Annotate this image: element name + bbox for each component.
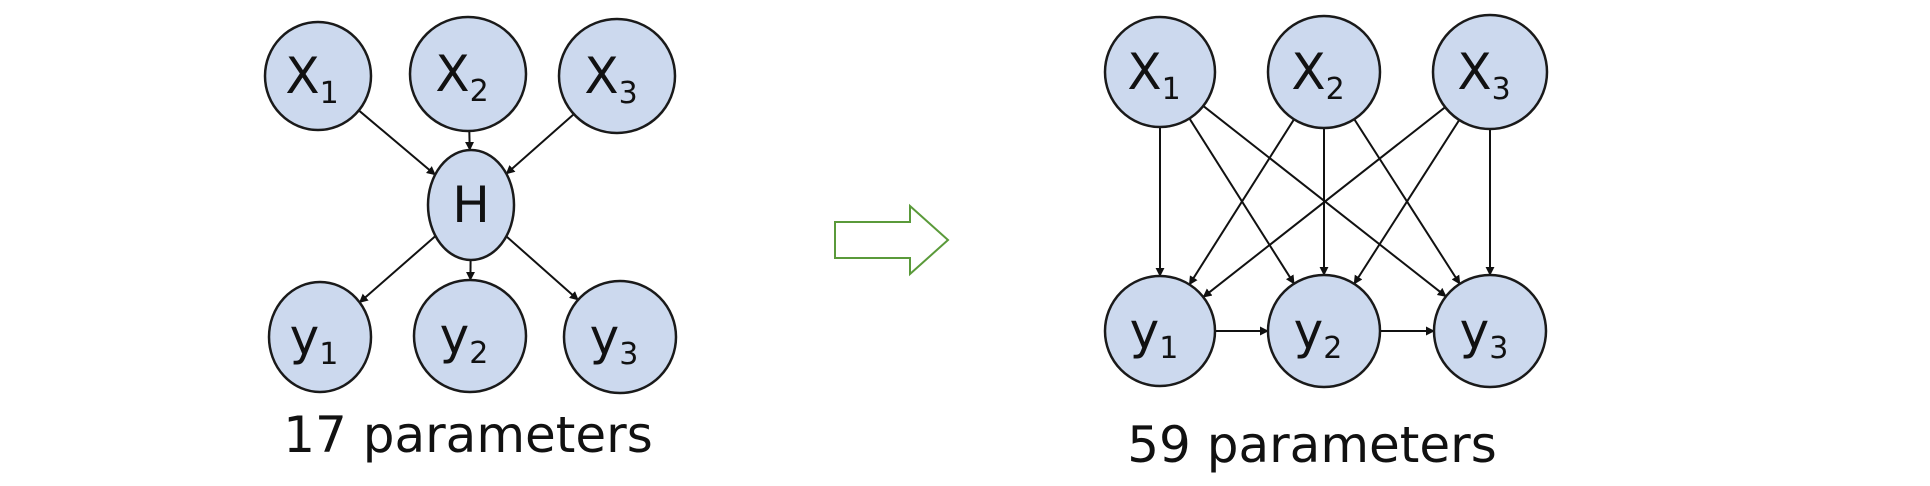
node-label-subscript: 1 [1159, 331, 1178, 366]
right-node-y1-label: y1 [1130, 302, 1179, 366]
right-edge-x3-to-y2 [1353, 119, 1461, 285]
node-label-base: X [1127, 43, 1161, 101]
left-node-y2: y2 [412, 278, 528, 394]
right-node-y3-circle [1432, 273, 1548, 389]
right-edge-x2-to-y1 [1188, 118, 1295, 286]
left-node-x2-label: X2 [435, 45, 488, 109]
right-node-y2-label: y2 [1294, 302, 1343, 366]
node-label-subscript: 1 [320, 76, 339, 111]
right-edge-x3-to-y1 [1202, 106, 1446, 298]
left-node-y2-circle [412, 278, 528, 394]
left-node-x3: X3 [557, 17, 677, 135]
node-label-base: y [290, 308, 320, 366]
right-node-x3-label: X3 [1457, 43, 1510, 107]
left-node-x3-label: X3 [584, 47, 637, 111]
right-node-x2-circle [1266, 14, 1382, 130]
left-node-y1-label: y1 [290, 308, 339, 372]
left-node-x3-circle [557, 17, 677, 135]
node-label-base: y [440, 307, 470, 365]
node-label-subscript: 2 [1326, 72, 1345, 107]
node-label-base: y [1460, 302, 1490, 360]
right-node-y2: y2 [1266, 273, 1382, 389]
node-label-subscript: 2 [470, 74, 489, 109]
left-node-y3-circle [562, 279, 678, 395]
right-node-y2-circle [1266, 273, 1382, 389]
node-label-base: y [1130, 302, 1160, 360]
right-edges [1155, 105, 1495, 336]
node-label-subscript: 1 [319, 337, 338, 372]
node-label-subscript: 3 [1492, 72, 1511, 107]
right-node-y3: y3 [1432, 273, 1548, 389]
node-label-base: X [285, 47, 319, 105]
left-edge-h-to-y1 [358, 235, 437, 304]
left-node-y1: y1 [267, 280, 373, 394]
node-label-base: y [590, 308, 620, 366]
right-node-x2-label: X2 [1291, 43, 1344, 107]
right-node-x1-circle [1103, 15, 1217, 129]
node-label-base: X [584, 47, 618, 105]
node-label-base: H [452, 176, 490, 234]
left-node-x1-label: X1 [285, 47, 338, 111]
left-node-x1-circle [263, 20, 373, 132]
right-node-y1: y1 [1103, 274, 1217, 388]
left-node-h-circle [426, 148, 516, 262]
node-label-subscript: 3 [619, 337, 638, 372]
left-node-y3: y3 [562, 279, 678, 395]
node-label-subscript: 2 [469, 336, 488, 371]
right-node-x1-label: X1 [1127, 43, 1180, 107]
node-label-subscript: 2 [1323, 331, 1342, 366]
left-node-y2-label: y2 [440, 307, 489, 371]
right-node-y1-circle [1103, 274, 1217, 388]
node-label-base: y [1294, 302, 1324, 360]
hollow-right-arrow-icon [834, 203, 950, 277]
left-node-y3-label: y3 [590, 308, 639, 372]
node-label-subscript: 3 [1489, 331, 1508, 366]
right-node-x3: X3 [1431, 13, 1549, 131]
node-label-subscript: 3 [619, 76, 638, 111]
left-node-x2: X2 [408, 15, 528, 133]
left-node-y1-circle [267, 280, 373, 394]
left-node-x2-circle [408, 15, 528, 133]
left-edge-h-to-y3 [505, 235, 579, 301]
left-node-h-label: H [452, 176, 490, 234]
right-caption: 59 parameters [1127, 416, 1497, 474]
left-node-h: H [426, 148, 516, 262]
right-node-x2: X2 [1266, 14, 1382, 130]
left-node-x1: X1 [263, 20, 373, 132]
right-node-x1: X1 [1103, 15, 1217, 129]
node-label-subscript: 1 [1162, 72, 1181, 107]
right-node-y3-label: y3 [1460, 302, 1509, 366]
right-node-x3-circle [1431, 13, 1549, 131]
node-label-base: X [435, 45, 469, 103]
left-edge-x1-to-h [358, 109, 436, 176]
left-caption: 17 parameters [283, 406, 653, 464]
left-edges [358, 109, 579, 304]
node-label-base: X [1457, 43, 1491, 101]
left-edge-x3-to-h [505, 113, 575, 175]
node-label-base: X [1291, 43, 1325, 101]
